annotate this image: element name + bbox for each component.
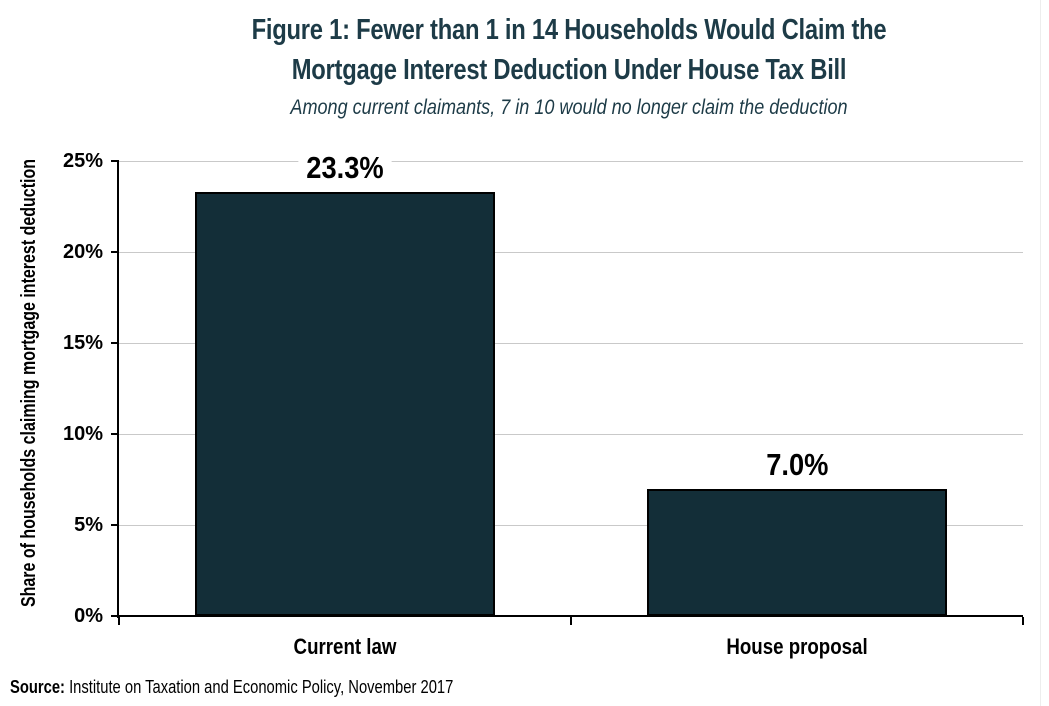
y-tick-mark-15 — [111, 342, 119, 344]
category-label-house-proposal: House proposal — [726, 634, 868, 659]
source-text: Institute on Taxation and Economic Polic… — [69, 677, 454, 697]
y-tick-mark-0 — [111, 615, 119, 617]
source-label: Source: — [10, 677, 65, 697]
x-tick-mark-0 — [118, 617, 120, 625]
value-label-text: 7.0% — [757, 447, 837, 483]
category-label-current-law: Current law — [293, 634, 397, 659]
value-label-house-proposal: 7.0% — [647, 447, 947, 483]
chart-title-line-2: Mortgage Interest Deduction Under House … — [291, 54, 847, 86]
y-tick-mark-20 — [111, 251, 119, 253]
gridline-15 — [119, 343, 1023, 344]
x-tick-mark-2 — [1022, 617, 1024, 625]
chart-title-line-1: Figure 1: Fewer than 1 in 14 Households … — [251, 14, 887, 46]
source-note: Source: Institute on Taxation and Economi… — [10, 674, 453, 700]
y-tick-label-25: 25% — [62, 150, 103, 172]
chart-subtitle: Among current claimants, 7 in 10 would n… — [290, 96, 848, 119]
y-tick-label-20: 20% — [62, 241, 103, 263]
y-tick-label-15: 15% — [62, 332, 103, 354]
x-axis-line — [117, 615, 1023, 617]
bar-current-law — [195, 192, 495, 616]
screenshot-right-border — [1040, 0, 1041, 706]
y-tick-mark-25 — [111, 160, 119, 162]
y-tick-label-5: 5% — [74, 514, 103, 536]
y-tick-label-10: 10% — [62, 423, 103, 445]
y-tick-mark-5 — [111, 524, 119, 526]
gridline-25 — [119, 161, 1023, 162]
chart-header: Figure 1: Fewer than 1 in 14 Households … — [115, 0, 1023, 122]
y-tick-mark-10 — [111, 433, 119, 435]
y-axis-line — [117, 161, 119, 618]
value-label-current-law: 23.3% — [195, 150, 495, 186]
value-label-text: 23.3% — [298, 150, 392, 186]
y-tick-label-0: 0% — [74, 605, 103, 627]
gridline-10 — [119, 434, 1023, 435]
bar-house-proposal — [647, 489, 947, 616]
gridline-5 — [119, 525, 1023, 526]
x-tick-mark-1 — [570, 617, 572, 625]
gridline-20 — [119, 252, 1023, 253]
y-axis-title: Share of households claiming mortgage in… — [18, 158, 40, 608]
